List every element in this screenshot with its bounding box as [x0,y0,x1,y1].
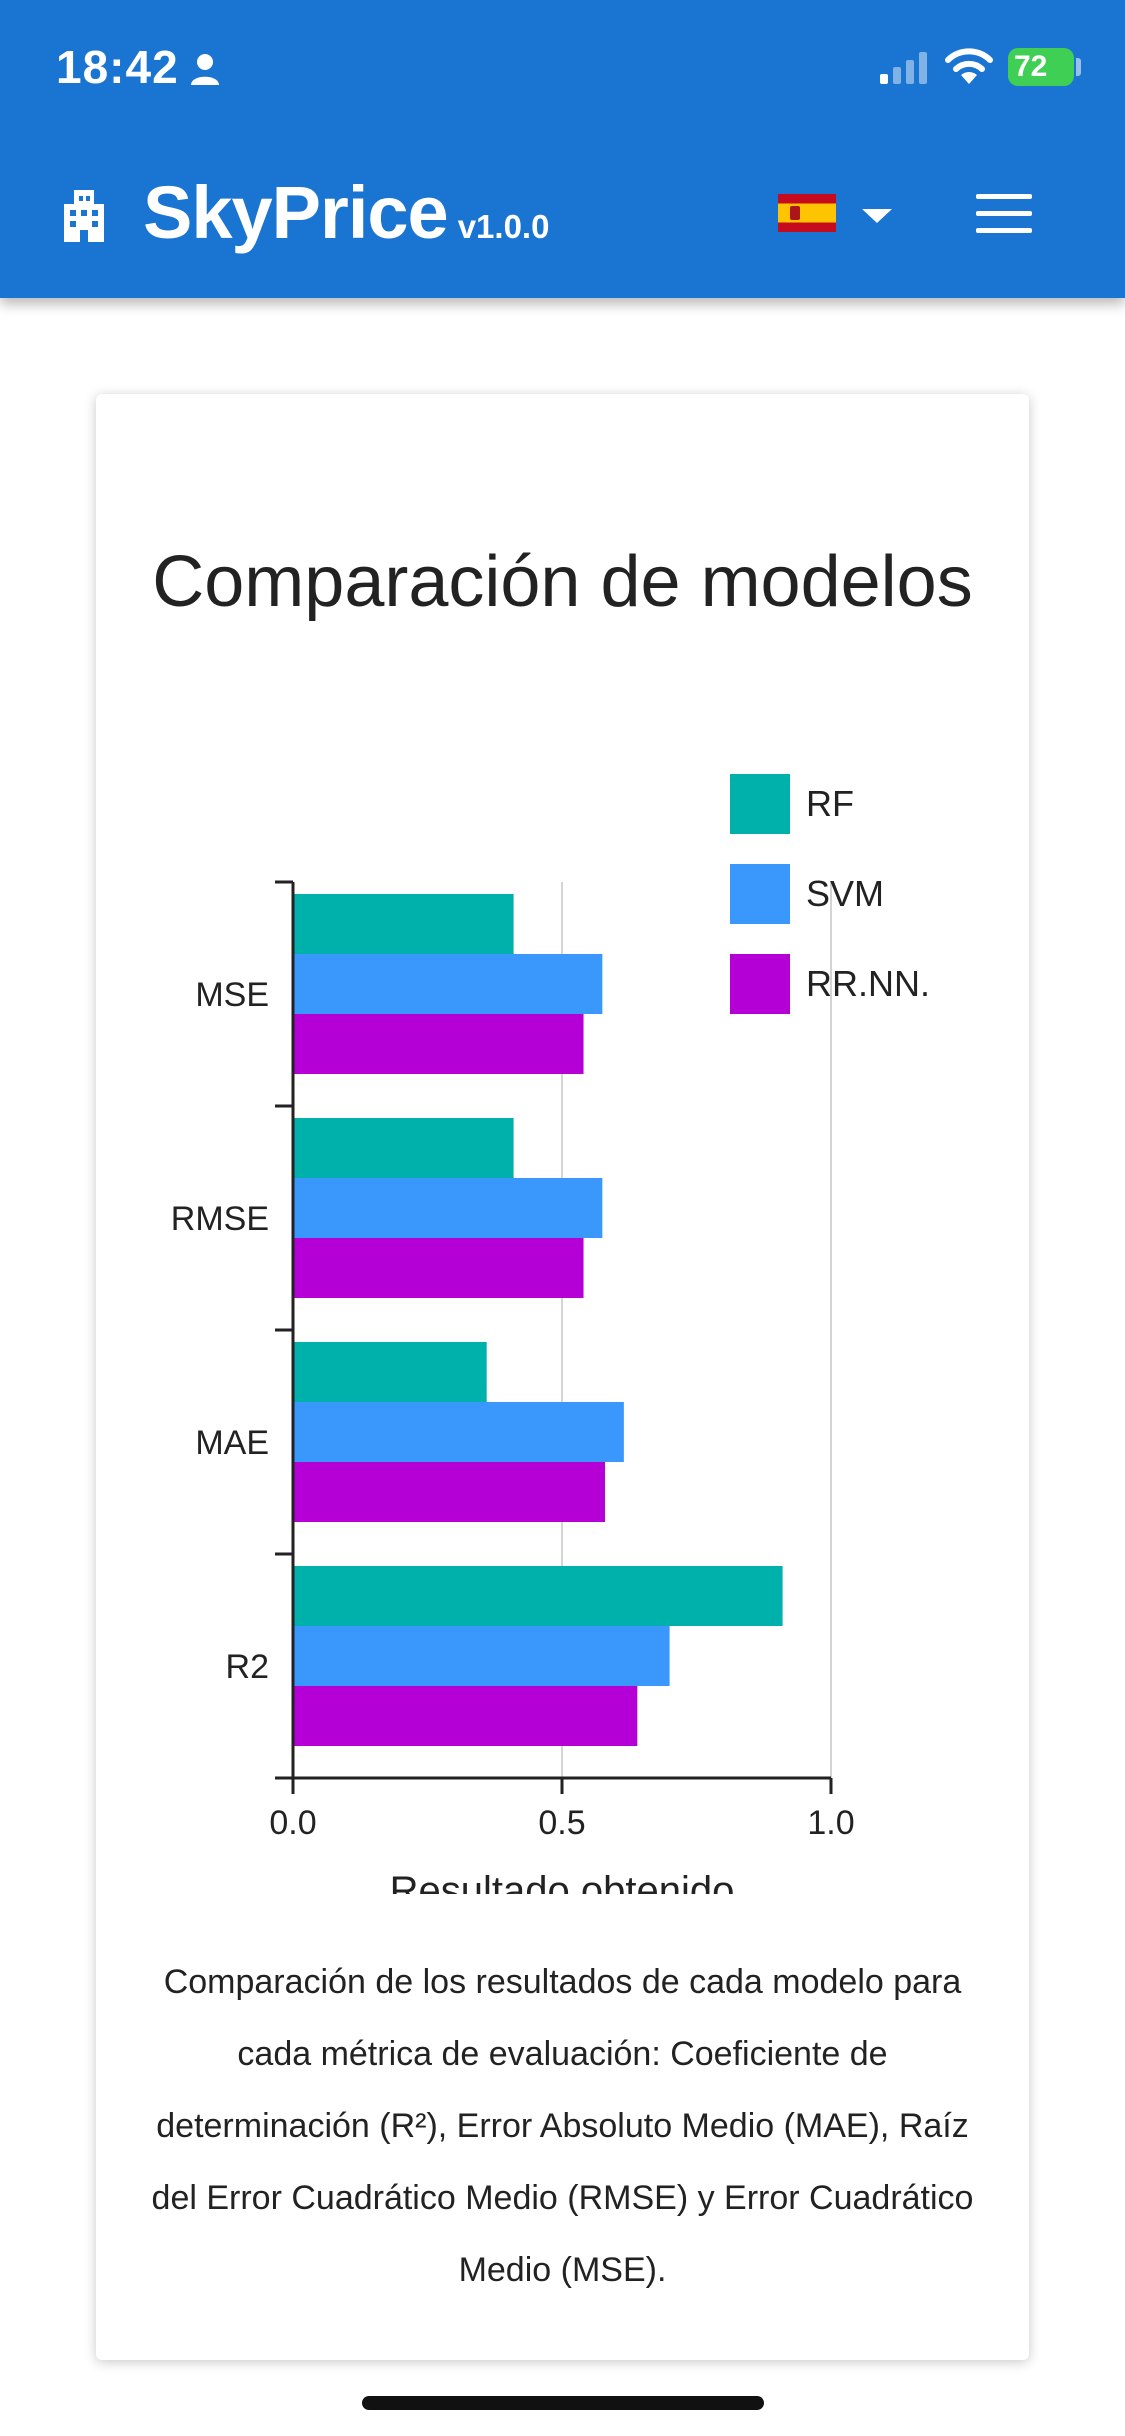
battery-icon: 72 [1008,48,1074,86]
status-bar: 18:42 72 [0,0,1125,140]
chart-card: Comparación de modelos MSE RMSE MAE R2 0.0 0.… [96,394,1029,2360]
y-tick-label: R2 [226,1648,269,1686]
hamburger-menu-icon[interactable] [976,194,1032,234]
bar-rf-mse [293,894,514,954]
x-tick-label: 0.0 [269,1804,316,1842]
bar-rf-r2 [293,1566,783,1626]
y-tick-label: MAE [195,1424,269,1462]
x-tick-label: 0.5 [538,1804,585,1842]
flag-crest [790,206,800,220]
status-time: 18:42 [56,41,179,93]
x-tick-label: 1.0 [807,1804,854,1842]
legend-swatch [730,954,790,1014]
battery-tip [1076,58,1081,76]
bar-svm-mae [293,1402,624,1462]
app-version: v1.0.0 [457,208,550,245]
app-brand[interactable]: SkyPrice v1.0.0 [143,170,549,255]
signal-icon [880,52,927,84]
bar-rf-mae [293,1342,487,1402]
bar-svm-rmse [293,1178,603,1238]
x-axis-label: Resultado obtenido [390,1869,735,1894]
app-bar: 18:42 72 SkyPrice v1.0.0 [0,0,1125,298]
home-indicator[interactable] [362,2396,764,2410]
bar-rrnn-rmse [293,1238,584,1298]
bar-rrnn-mse [293,1014,584,1074]
legend-swatch [730,864,790,924]
person-icon [191,54,219,85]
y-tick-label: MSE [195,976,269,1014]
legend-label: RR.NN. [806,963,930,1004]
wifi-icon [945,48,993,84]
bar-svm-mse [293,954,603,1014]
bar-chart: MSE RMSE MAE R2 0.0 0.5 1.0 Resultado obtenido R… [171,774,930,1894]
y-tick-label: RMSE [171,1200,269,1238]
card-title: Comparación de modelos [152,542,973,622]
legend-label: SVM [806,873,884,914]
bar-rrnn-r2 [293,1686,638,1746]
bar-rrnn-mae [293,1462,606,1522]
building-icon [64,190,104,242]
legend-swatch [730,774,790,834]
spain-flag-icon[interactable] [778,194,836,232]
bar-rf-rmse [293,1118,514,1178]
brand-name: SkyPrice [143,171,449,254]
legend-label: RF [806,783,854,824]
chart-caption: Comparación de los resultados de cada mo… [151,1963,974,2289]
chevron-down-icon[interactable] [862,209,892,223]
bar-svm-r2 [293,1626,670,1686]
